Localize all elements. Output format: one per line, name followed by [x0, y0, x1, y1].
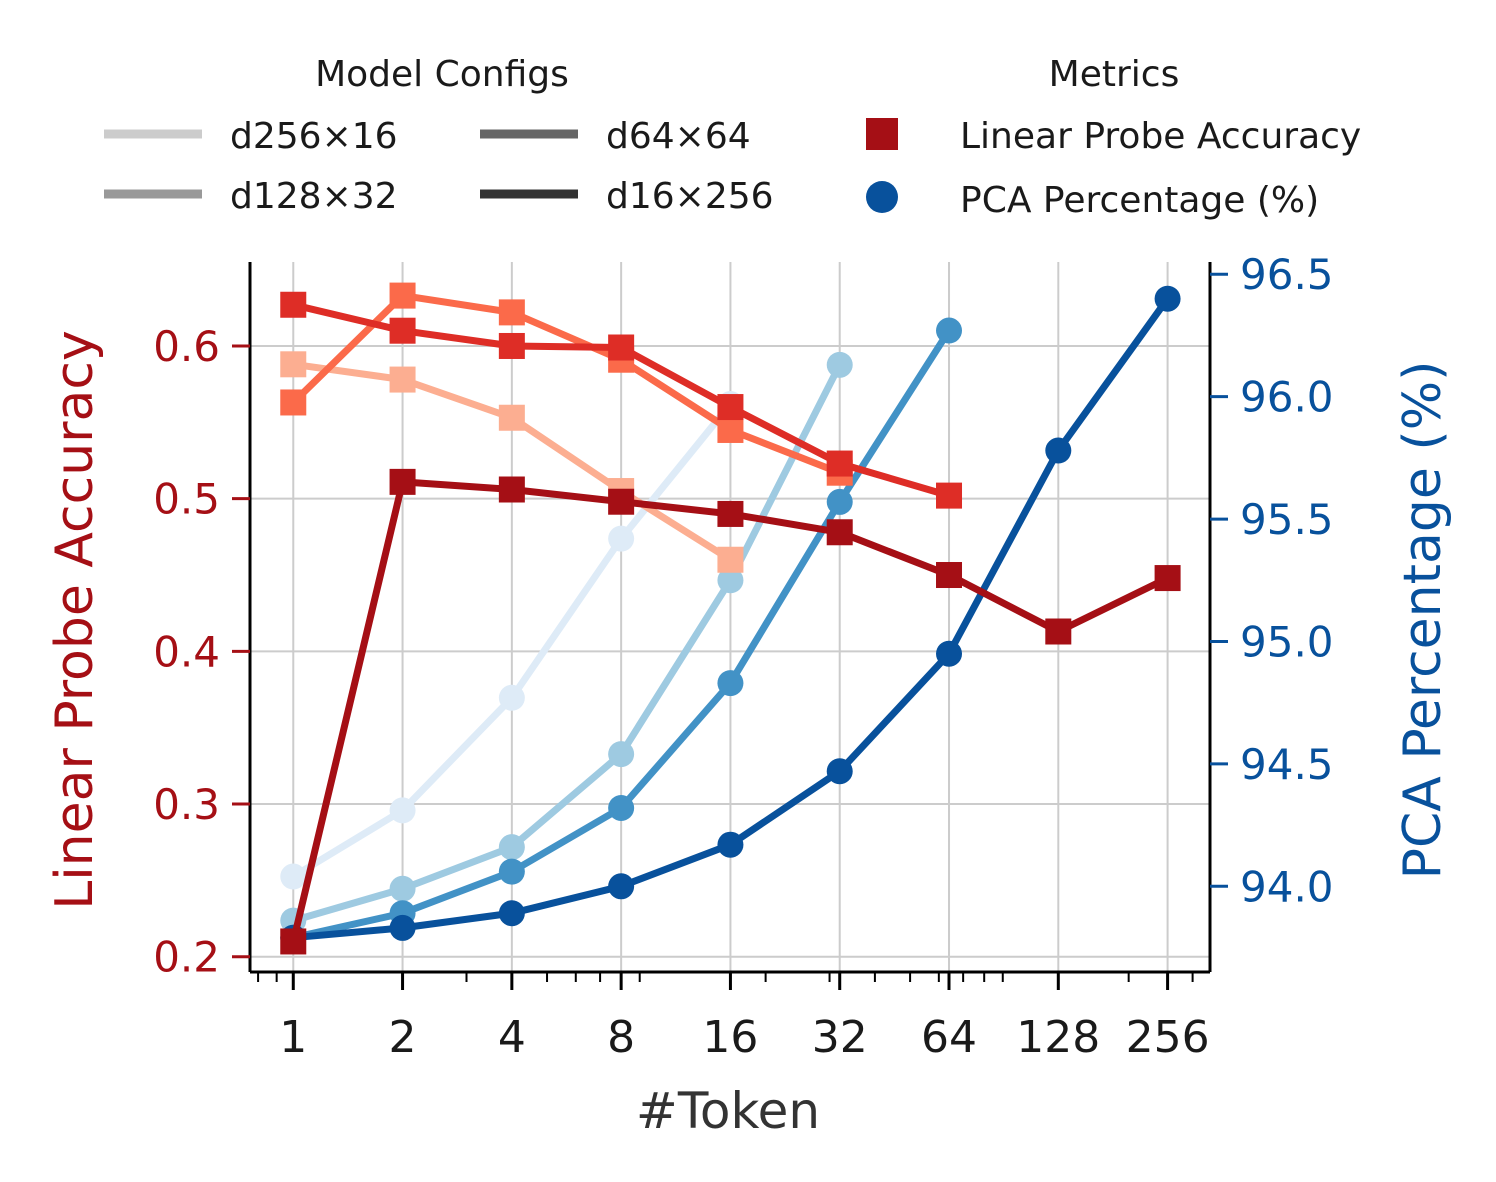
accuracy-point-d16×256-x4 [498, 476, 525, 503]
x-axis-label: #Token [636, 1082, 820, 1140]
y-right-tick-label-95.0: 95.0 [1240, 617, 1334, 666]
accuracy-point-d256×16-x4 [498, 404, 525, 431]
x-tick-label-16: 16 [702, 1012, 758, 1063]
accuracy-point-d128×32-x1 [280, 389, 307, 416]
x-tick-label-64: 64 [921, 1012, 977, 1063]
accuracy-series-group [280, 282, 1181, 955]
legend-metric-label-0: Linear Probe Accuracy [960, 116, 1361, 157]
pca-point-d128×32-x32 [826, 351, 853, 378]
accuracy-point-d256×16-x1 [280, 351, 307, 378]
pca-point-d64×64-x4 [498, 858, 525, 885]
pca-point-d16×256-x4 [498, 900, 525, 927]
legend-config-label-2: d64×64 [606, 116, 751, 157]
accuracy-point-d16×256-x1 [280, 928, 307, 955]
y-right-tick-label-95.5: 95.5 [1240, 495, 1334, 544]
pca-point-d256×16-x8 [608, 525, 635, 552]
accuracy-line-d128×32 [290, 292, 841, 476]
pca-point-d128×32-x16 [717, 567, 744, 594]
y-right-tick-label-96.0: 96.0 [1240, 373, 1334, 422]
legend-circle-marker-icon [866, 181, 898, 213]
pca-point-d256×16-x1 [280, 863, 307, 890]
y-axis-left-label: Linear Probe Accuracy [45, 330, 105, 910]
accuracy-point-d64×64-x32 [826, 450, 853, 477]
y-right-tick-label-94.0: 94.0 [1240, 862, 1334, 911]
pca-point-d64×64-x32 [826, 488, 853, 515]
accuracy-point-d16×256-x128 [1045, 618, 1072, 645]
pca-point-d128×32-x2 [389, 875, 416, 902]
accuracy-point-d128×32-x2 [389, 282, 416, 309]
accuracy-point-d16×256-x16 [717, 500, 744, 527]
pca-point-d16×256-x2 [389, 914, 416, 941]
pca-point-d16×256-x32 [826, 758, 853, 785]
accuracy-point-d16×256-x64 [936, 562, 963, 589]
pca-point-d16×256-x8 [608, 873, 635, 900]
accuracy-point-d64×64-x8 [608, 334, 635, 361]
y-axis-right-label: PCA Percentage (%) [1393, 361, 1453, 880]
pca-point-d64×64-x8 [608, 794, 635, 821]
x-tick-label-8: 8 [607, 1012, 635, 1063]
pca-point-d16×256-x16 [717, 831, 744, 858]
legend-metrics: Metrics Linear Probe Accuracy PCA Percen… [866, 54, 1361, 221]
accuracy-point-d16×256-x32 [826, 519, 853, 546]
accuracy-point-d256×16-x16 [717, 546, 744, 573]
y-right-tick-label-94.5: 94.5 [1240, 740, 1334, 789]
accuracy-point-d16×256-x8 [608, 488, 635, 515]
legend-config-label-3: d16×256 [606, 176, 774, 217]
pca-line-d128×32 [292, 363, 843, 924]
pca-series-group [280, 285, 1181, 951]
y-left-tick-label-0.2: 0.2 [153, 933, 220, 982]
y-left-tick-label-0.6: 0.6 [153, 322, 220, 371]
accuracy-point-d64×64-x2 [389, 317, 416, 344]
pca-point-d16×256-x64 [936, 640, 963, 667]
pca-point-d128×32-x4 [498, 834, 525, 861]
legend-config-label-1: d128×32 [230, 176, 398, 217]
legend-square-marker-icon [866, 118, 898, 150]
x-tick-label-4: 4 [498, 1012, 526, 1063]
legend-metrics-title: Metrics [1049, 54, 1180, 95]
legend-model-configs: Model Configs d256×16 d128×32 d64×64 d16… [104, 54, 774, 217]
x-tick-label-32: 32 [812, 1012, 868, 1063]
y-left-tick-label-0.4: 0.4 [153, 627, 220, 676]
legend-configs-title: Model Configs [315, 54, 569, 95]
pca-point-d64×64-x16 [717, 670, 744, 697]
pca-point-d128×32-x8 [608, 741, 635, 768]
accuracy-point-d16×256-x256 [1154, 565, 1181, 592]
x-tick-label-2: 2 [389, 1012, 417, 1063]
accuracy-point-d64×64-x4 [498, 332, 525, 359]
accuracy-point-d128×32-x16 [717, 416, 744, 443]
axes: 1 2 4 8 16 32 64 128 256 0.2 0.3 0.4 0.5 0.6 94.0 94.5 9… [153, 250, 1333, 1063]
y-left-tick-label-0.5: 0.5 [153, 475, 220, 524]
x-tick-label-256: 256 [1126, 1012, 1210, 1063]
legend-config-label-0: d256×16 [230, 116, 398, 157]
accuracy-point-d64×64-x64 [936, 482, 963, 509]
y-right-tick-label-96.5: 96.5 [1240, 250, 1334, 299]
pca-point-d16×256-x128 [1045, 437, 1072, 464]
accuracy-point-d128×32-x4 [498, 299, 525, 326]
legend-metric-label-1: PCA Percentage (%) [960, 180, 1319, 221]
x-tick-label-128: 128 [1016, 1012, 1100, 1063]
accuracy-point-d64×64-x16 [717, 394, 744, 421]
pca-point-d256×16-x4 [498, 684, 525, 711]
x-tick-label-1: 1 [279, 1012, 307, 1063]
accuracy-point-d16×256-x2 [389, 468, 416, 495]
pca-point-d256×16-x2 [389, 797, 416, 824]
accuracy-point-d256×16-x2 [389, 366, 416, 393]
pca-point-d16×256-x256 [1154, 285, 1181, 312]
accuracy-point-d64×64-x1 [280, 291, 307, 318]
y-left-tick-label-0.3: 0.3 [153, 780, 220, 829]
pca-point-d64×64-x64 [936, 317, 963, 344]
